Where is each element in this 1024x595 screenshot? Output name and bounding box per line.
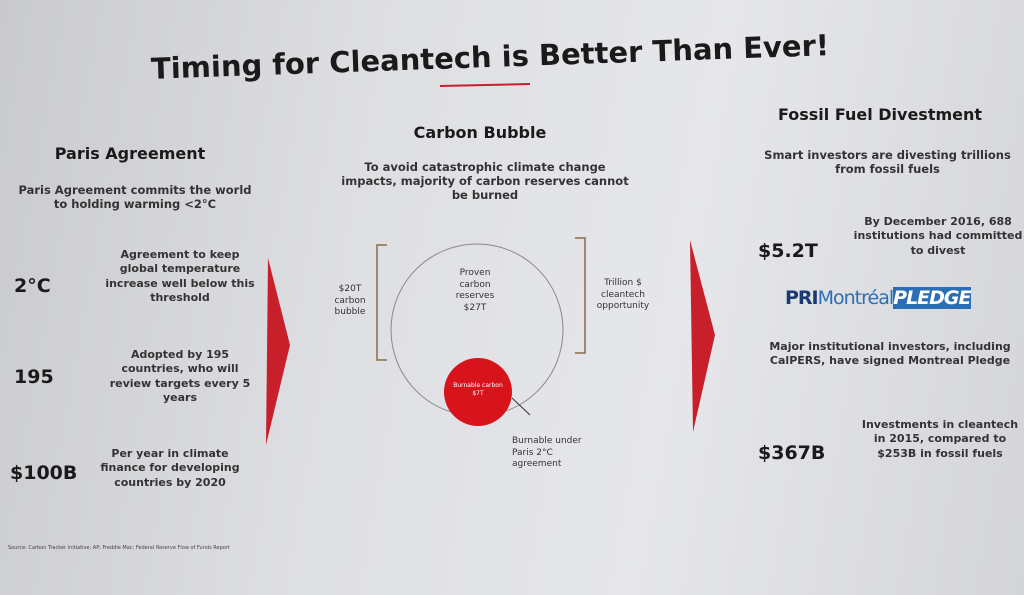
small-circle-label: Burnable carbon $7T — [453, 382, 503, 397]
heading: Fossil Fuel Divestment — [777, 105, 983, 124]
intro: Paris Agreement commits the world to hol… — [18, 183, 252, 211]
logo-part: PRI — [785, 287, 819, 309]
logo-part: PLEDGE — [893, 287, 972, 309]
logo: PRIMontréalPLEDGE — [785, 287, 972, 309]
item-text: Adopted by 195 countries, who will revie… — [109, 348, 251, 404]
callout: Burnable under Paris 2°C agreement — [512, 436, 582, 470]
heading: Carbon Bubble — [413, 123, 547, 142]
arrow — [690, 240, 715, 432]
item-text: By December 2016, 688 institutions had c… — [853, 215, 1023, 257]
figure: 195 — [14, 366, 54, 388]
logo-part: Montréal — [817, 287, 895, 309]
item-text: Investments in cleantech in 2015, compar… — [861, 418, 1019, 460]
figure: $100B — [10, 462, 78, 484]
intro: To avoid catastrophic climate change imp… — [341, 160, 629, 202]
title-underline — [439, 83, 531, 87]
figure: $367B — [758, 442, 826, 464]
bracket-label: $20T carbon bubble — [334, 284, 366, 318]
arrow — [266, 258, 290, 445]
source: Source: Carbon Tracker Initiative; AP; F… — [8, 545, 230, 551]
logo-caption: Major institutional investors, including… — [769, 340, 1011, 368]
intro: Smart investors are divesting trillions … — [764, 148, 1011, 176]
bracket — [575, 237, 586, 354]
figure: 2°C — [14, 275, 51, 297]
bracket — [376, 244, 387, 361]
figure: $5.2T — [758, 240, 818, 262]
item-text: Per year in climate finance for developi… — [100, 447, 240, 489]
circle-label: Proven carbon reserves $27T — [455, 268, 495, 314]
heading: Paris Agreement — [54, 144, 206, 163]
bracket-label: Trillion $ cleantech opportunity — [596, 278, 650, 312]
item-text: Agreement to keep global temperature inc… — [105, 248, 255, 304]
small-circle — [444, 358, 512, 426]
callout-line — [511, 397, 531, 416]
